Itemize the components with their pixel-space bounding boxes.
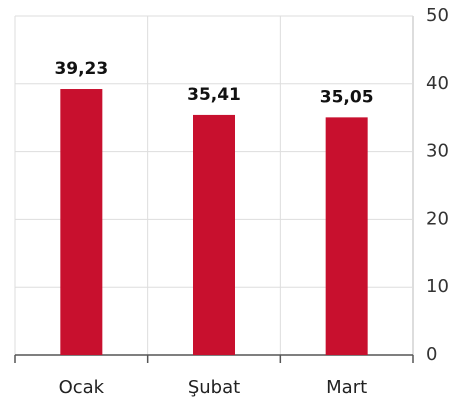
y-tick-label: 40: [426, 73, 449, 94]
bar: [60, 89, 103, 355]
y-tick-label: 30: [426, 141, 449, 162]
x-tick-label: Mart: [326, 377, 367, 398]
value-label: 39,23: [54, 59, 108, 79]
y-tick-label: 10: [426, 276, 449, 297]
bar: [193, 114, 235, 355]
x-tick-label: Şubat: [188, 377, 240, 398]
y-tick-label: 0: [426, 344, 437, 365]
value-label: 35,05: [320, 87, 374, 107]
x-tick-label: Ocak: [59, 377, 105, 398]
y-tick-label: 50: [426, 5, 449, 26]
value-label: 35,41: [187, 85, 241, 105]
y-tick-label: 20: [426, 208, 449, 229]
bar: [325, 117, 368, 356]
